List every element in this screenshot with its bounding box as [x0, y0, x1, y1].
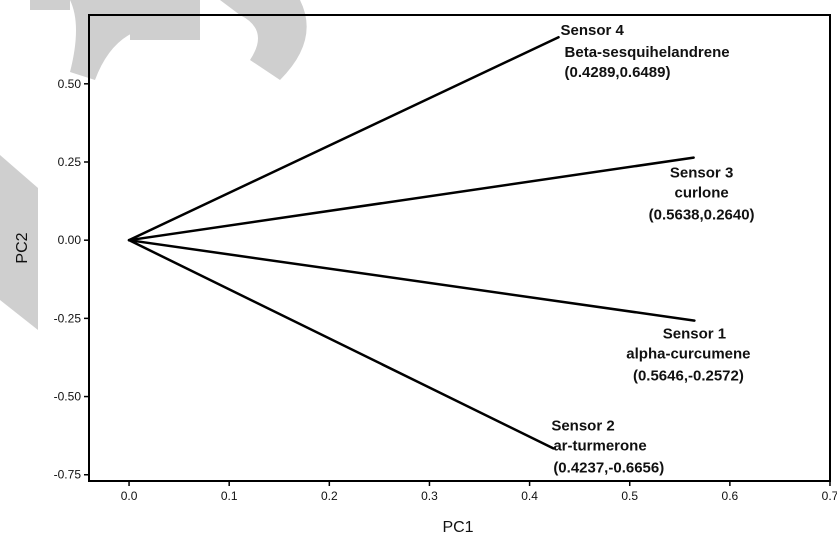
watermark-shape-c [30, 0, 70, 10]
watermark-shape-arc-4 [130, 0, 200, 40]
watermark-shape-arc-3 [70, 0, 140, 80]
watermark-shape-arc-5 [220, 0, 307, 80]
vector-line-sensor-2 [127, 238, 555, 450]
x-axis-title: PC1 [442, 519, 473, 536]
x-tick-label: 0.1 [221, 489, 238, 503]
x-tick-label: 0.4 [521, 489, 538, 503]
watermark [0, 0, 307, 330]
vector-line-sensor-1 [127, 238, 696, 322]
sensor-2-compound-label: ar-turmerone [553, 437, 646, 454]
sensor-3-coords-label: (0.5638,0.2640) [649, 207, 755, 224]
sensor-2-sensor-label: Sensor 2 [551, 417, 614, 434]
loading-vectors [127, 35, 696, 450]
x-tick-label: 0.5 [621, 489, 638, 503]
x-tick-label: 0.6 [722, 489, 739, 503]
x-tick-label: 0.7 [822, 489, 837, 503]
y-tick-label: 0.25 [58, 155, 82, 169]
y-tick-label: -0.25 [54, 311, 82, 325]
x-tick-label: 0.2 [321, 489, 338, 503]
y-tick-label: 0.50 [58, 77, 82, 91]
sensor-1-sensor-label: Sensor 1 [663, 326, 726, 343]
sensor-4-compound-label: Beta-sesquihelandrene [565, 44, 730, 61]
y-tick-label: -0.75 [54, 468, 82, 482]
sensor-4-sensor-label: Sensor 4 [561, 22, 625, 39]
plot-frame [88, 14, 831, 482]
sensor-1-coords-label: (0.5646,-0.2572) [633, 368, 744, 385]
y-tick-label: -0.50 [54, 390, 82, 404]
x-axis-ticks: 0.0 0.1 0.2 0.3 0.4 0.5 0.6 0.7 [121, 481, 837, 503]
sensor-1-compound-label: alpha-curcumene [626, 346, 750, 363]
sensor-3-sensor-label: Sensor 3 [670, 165, 733, 182]
sensor-4-coords-label: (0.4289,0.6489) [565, 64, 671, 81]
sensor-3-compound-label: curlone [675, 185, 729, 202]
watermark-shape-arc-2 [0, 155, 38, 330]
x-tick-label: 0.0 [121, 489, 138, 503]
sensor-2-coords-label: (0.4237,-0.6656) [553, 459, 664, 476]
y-axis-title: PC2 [14, 232, 31, 263]
y-tick-label: 0.00 [58, 233, 82, 247]
vector-line-sensor-4 [127, 35, 560, 242]
x-tick-label: 0.3 [421, 489, 438, 503]
vector-labels: Sensor 4 Beta-sesquihelandrene (0.4289,0.6… [551, 22, 754, 476]
y-axis-ticks: 0.50 0.25 0.00 -0.25 -0.50 -0.75 [54, 77, 89, 482]
vector-line-sensor-3 [127, 156, 695, 242]
